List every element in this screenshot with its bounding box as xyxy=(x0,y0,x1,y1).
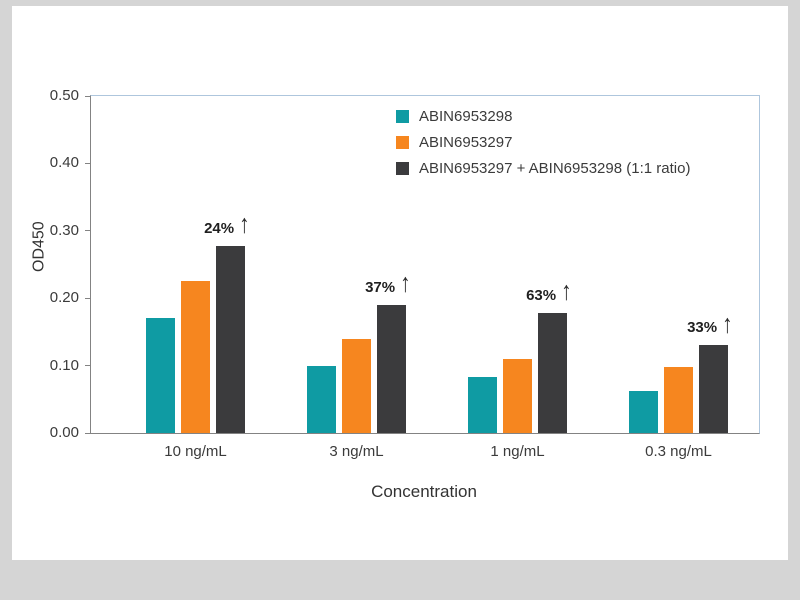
y-tick-label: 0.40 xyxy=(49,154,79,172)
bar xyxy=(629,390,658,433)
up-arrow-icon: ↑ xyxy=(722,309,733,339)
bar: 63% ↑ xyxy=(526,278,572,433)
legend-swatch-icon xyxy=(396,110,409,123)
legend-swatch-icon xyxy=(396,162,409,175)
plot-area: 24% ↑ 10 ng/mL 37% ↑ 3 ng/mL 63% ↑ 1 ng/mL 33% ↑ 0.… xyxy=(50,87,760,460)
x-tick-label: 3 ng/mL xyxy=(329,443,384,460)
legend-entry: ABIN6953297 + ABIN6953298 (1:1 ratio) xyxy=(396,160,690,177)
bar: 33% ↑ xyxy=(687,311,733,433)
bar-groups: 24% ↑ 10 ng/mL 37% ↑ 3 ng/mL 63% ↑ 1 ng/mL 33% ↑ 0.… xyxy=(91,96,759,460)
up-arrow-icon: ↑ xyxy=(239,209,250,239)
increase-percent-label: 24% xyxy=(204,219,235,237)
y-tick-label: 0.00 xyxy=(49,424,79,441)
increase-annotation: 63% ↑ xyxy=(526,278,572,305)
legend: ABIN6953298 ABIN6953297 ABIN6953297 + ABIN… xyxy=(396,108,690,177)
bar-cluster: 63% ↑ xyxy=(468,96,572,433)
bar-group: 33% ↑ 0.3 ng/mL xyxy=(629,96,733,460)
bar-group: 37% ↑ 3 ng/mL xyxy=(307,96,411,460)
y-tick-label: 0.20 xyxy=(49,289,79,307)
up-arrow-icon: ↑ xyxy=(561,276,572,306)
bar-cluster: 24% ↑ xyxy=(146,96,250,433)
x-tick-label: 10 ng/mL xyxy=(164,443,227,460)
bar-group: 63% ↑ 1 ng/mL xyxy=(468,96,572,460)
y-tick-mark xyxy=(85,162,91,164)
bar xyxy=(181,281,210,433)
legend-entry: ABIN6953298 xyxy=(396,108,690,125)
x-tick-label: 1 ng/mL xyxy=(490,443,545,460)
y-tick-mark xyxy=(85,297,91,299)
y-tick-mark xyxy=(85,230,91,232)
legend-label: ABIN6953298 xyxy=(419,108,513,125)
y-tick-mark xyxy=(85,365,91,367)
y-tick-label: 0.10 xyxy=(49,356,79,374)
bar-group: 24% ↑ 10 ng/mL xyxy=(146,96,250,460)
bar xyxy=(664,366,693,433)
y-tick-mark xyxy=(85,95,91,97)
increase-percent-label: 33% xyxy=(687,319,718,337)
x-axis-title: Concentration xyxy=(371,482,477,501)
y-tick-label: 0.50 xyxy=(49,87,79,104)
increase-percent-label: 63% xyxy=(526,287,557,305)
bar-cluster: 37% ↑ xyxy=(307,96,411,433)
up-arrow-icon: ↑ xyxy=(400,268,411,298)
bar xyxy=(468,377,497,433)
y-tick-mark xyxy=(85,432,91,434)
bar: 37% ↑ xyxy=(365,270,411,433)
legend-entry: ABIN6953297 xyxy=(396,134,690,151)
x-tick-label: 0.3 ng/mL xyxy=(645,443,712,460)
increase-annotation: 33% ↑ xyxy=(687,311,733,337)
bar xyxy=(503,358,532,433)
bar-cluster: 33% ↑ xyxy=(629,96,733,433)
bar xyxy=(146,318,175,433)
increase-annotation: 24% ↑ xyxy=(204,211,250,237)
chart-canvas: OD450 24% ↑ 10 ng/mL 37% ↑ 3 ng/mL 63% ↑ 1 ng/mL… xyxy=(12,6,788,560)
bar: 24% ↑ xyxy=(204,211,250,433)
legend-label: ABIN6953297 xyxy=(419,134,513,151)
increase-annotation: 37% ↑ xyxy=(365,270,411,296)
legend-swatch-icon xyxy=(396,136,409,149)
legend-label: ABIN6953297 + ABIN6953298 (1:1 ratio) xyxy=(419,160,691,177)
bar xyxy=(342,338,371,433)
y-tick-label: 0.30 xyxy=(49,221,79,239)
bar xyxy=(307,365,336,433)
increase-percent-label: 37% xyxy=(365,278,396,296)
